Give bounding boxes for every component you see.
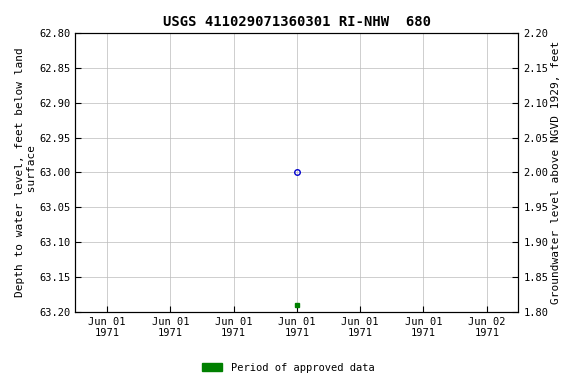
- Title: USGS 411029071360301 RI-NHW  680: USGS 411029071360301 RI-NHW 680: [163, 15, 431, 29]
- Y-axis label: Depth to water level, feet below land
 surface: Depth to water level, feet below land su…: [15, 48, 37, 297]
- Legend: Period of approved data: Period of approved data: [198, 359, 378, 377]
- Y-axis label: Groundwater level above NGVD 1929, feet: Groundwater level above NGVD 1929, feet: [551, 41, 561, 304]
